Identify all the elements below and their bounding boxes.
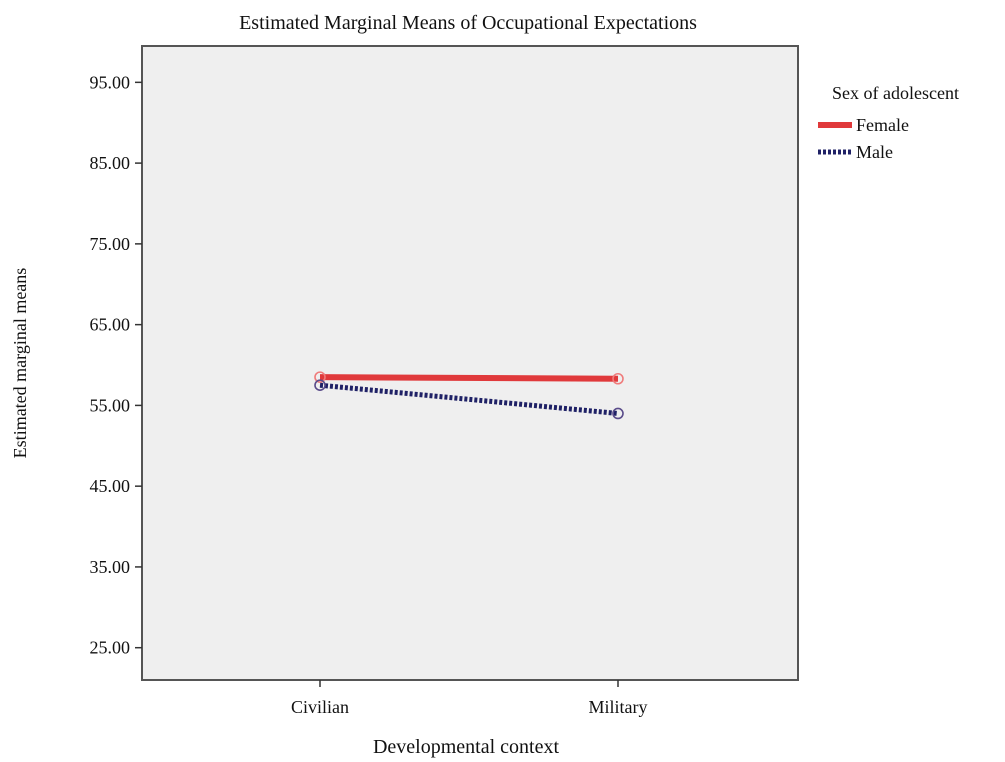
x-axis-label: Developmental context bbox=[373, 736, 559, 758]
data-point-female bbox=[612, 372, 624, 385]
legend-label-female: Female bbox=[856, 115, 909, 135]
chart-title: Estimated Marginal Means of Occupational… bbox=[239, 12, 697, 34]
data-point-male bbox=[314, 379, 326, 392]
y-tick-label: 65.00 bbox=[90, 315, 131, 335]
y-tick-label: 85.00 bbox=[90, 153, 131, 173]
data-point-male bbox=[612, 407, 624, 420]
y-axis: 25.00 35.00 45.00 55.00 65.00 75.00 85.00 95.00 bbox=[90, 72, 142, 658]
series-line-female bbox=[319, 374, 619, 382]
series-layer bbox=[314, 371, 624, 420]
y-tick-label: 25.00 bbox=[90, 638, 131, 658]
y-tick-label: 45.00 bbox=[90, 476, 131, 496]
x-axis: Civilian Military bbox=[291, 680, 648, 717]
legend-label-male: Male bbox=[856, 142, 893, 162]
plot-area bbox=[141, 45, 799, 681]
x-tick-label: Civilian bbox=[291, 697, 349, 717]
y-tick-label: 55.00 bbox=[90, 395, 131, 415]
y-tick-label: 95.00 bbox=[90, 72, 131, 92]
legend: Sex of adolescent Female Male bbox=[818, 83, 959, 162]
x-tick-label: Military bbox=[589, 697, 648, 717]
y-axis-label: Estimated marginal means bbox=[10, 268, 30, 459]
data-point-female bbox=[314, 371, 326, 383]
legend-title: Sex of adolescent bbox=[832, 83, 959, 103]
y-tick-label: 35.00 bbox=[90, 557, 131, 577]
y-tick-label: 75.00 bbox=[90, 234, 131, 254]
